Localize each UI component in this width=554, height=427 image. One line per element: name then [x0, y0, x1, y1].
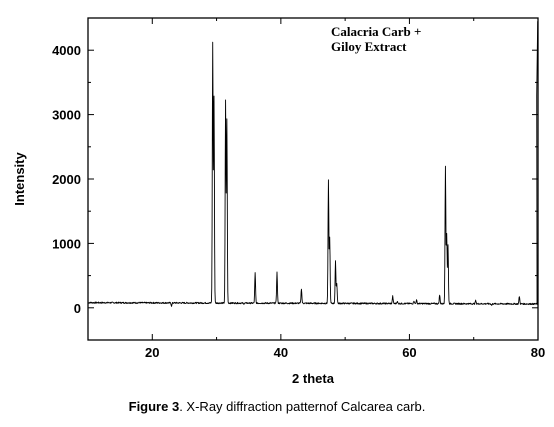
tick-labels: 0 1000 2000 3000 4000 20 40 60 80: [52, 43, 545, 360]
y-tick-label: 4000: [52, 43, 81, 58]
tick-marks: [87, 17, 539, 341]
y-tick-label: 2000: [52, 172, 81, 187]
figure-caption-text: . X-Ray diffraction patternof Calcarea c…: [179, 399, 426, 414]
figure-caption-label: Figure 3: [128, 399, 180, 414]
x-tick-label: 60: [402, 345, 416, 360]
x-tick-label: 20: [145, 345, 159, 360]
y-tick-label: 0: [74, 301, 81, 316]
x-tick-label: 40: [274, 345, 288, 360]
x-tick-label: 80: [531, 345, 545, 360]
x-axis-title: 2 theta: [292, 371, 335, 386]
legend-text-line-1: Calacria Carb +: [331, 24, 421, 39]
legend-text-line-2: Giloy Extract: [331, 39, 407, 54]
figure-caption: Figure 3. X-Ray diffraction patternof Ca…: [0, 399, 554, 414]
y-tick-label: 1000: [52, 236, 81, 251]
plot-frame: [87, 17, 539, 341]
y-tick-label: 3000: [52, 108, 81, 123]
xrd-spectrum-line: [87, 21, 539, 307]
y-axis-title: Intensity: [12, 152, 27, 206]
